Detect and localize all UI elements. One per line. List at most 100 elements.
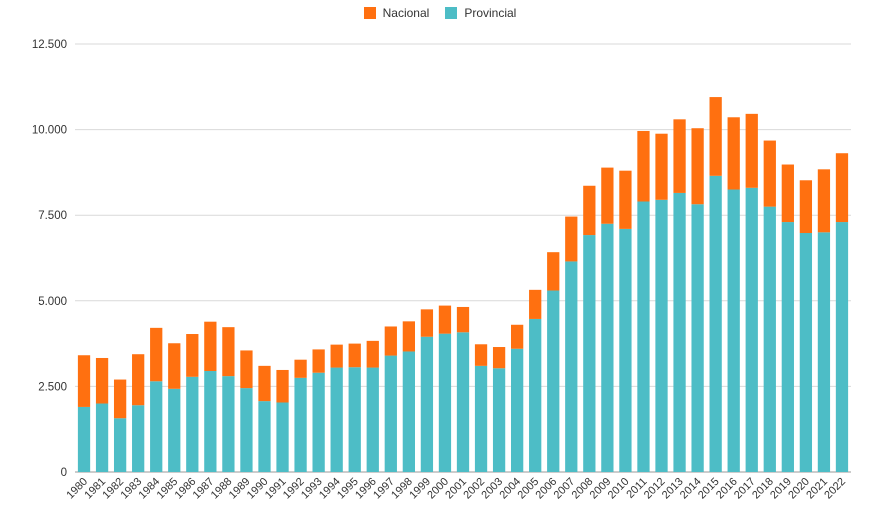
bar-nacional-2020[interactable] <box>799 180 813 234</box>
bar-nacional-2000[interactable] <box>438 305 452 334</box>
bar-provincial-1990[interactable] <box>258 401 271 472</box>
bar-nacional-2008[interactable] <box>583 185 596 236</box>
bar-nacional-1999[interactable] <box>420 309 434 337</box>
bar-provincial-1986[interactable] <box>186 376 199 472</box>
bar-provincial-2007[interactable] <box>565 261 578 472</box>
bar-provincial-1982[interactable] <box>113 418 127 472</box>
bar-nacional-1985[interactable] <box>168 343 181 389</box>
bar-provincial-1995[interactable] <box>348 367 361 472</box>
bar-nacional-2015[interactable] <box>709 97 722 176</box>
bar-nacional-1991[interactable] <box>276 369 289 403</box>
bar-nacional-2019[interactable] <box>781 164 794 223</box>
y-tick-label: 2.500 <box>38 381 67 393</box>
bar-nacional-1982[interactable] <box>113 379 127 419</box>
legend-swatch-provincial <box>445 7 458 19</box>
bar-provincial-1984[interactable] <box>150 381 163 472</box>
legend-label-provincial: Provincial <box>464 6 517 20</box>
bar-provincial-1996[interactable] <box>366 367 379 472</box>
bar-provincial-1999[interactable] <box>420 336 434 472</box>
bar-nacional-2004[interactable] <box>511 324 524 349</box>
bar-provincial-2012[interactable] <box>655 199 668 473</box>
bar-provincial-2014[interactable] <box>691 204 704 472</box>
bar-nacional-1980[interactable] <box>77 355 91 407</box>
bar-nacional-2010[interactable] <box>619 170 632 229</box>
bar-nacional-1998[interactable] <box>402 321 415 352</box>
bar-nacional-2007[interactable] <box>565 216 578 262</box>
bar-provincial-2008[interactable] <box>583 235 596 472</box>
bar-provincial-2009[interactable] <box>601 223 614 472</box>
bar-nacional-2003[interactable] <box>492 347 506 369</box>
bar-provincial-2005[interactable] <box>529 318 542 472</box>
bar-nacional-2017[interactable] <box>745 113 758 188</box>
bar-provincial-1983[interactable] <box>132 405 145 472</box>
bar-nacional-2018[interactable] <box>763 140 776 207</box>
bar-provincial-1998[interactable] <box>402 351 415 472</box>
bar-nacional-1984[interactable] <box>150 327 163 382</box>
legend-item-provincial[interactable]: Provincial <box>445 6 516 20</box>
bar-nacional-2021[interactable] <box>817 169 831 233</box>
bar-nacional-1983[interactable] <box>132 354 145 406</box>
bar-provincial-1987[interactable] <box>204 370 217 472</box>
bar-provincial-2004[interactable] <box>511 348 524 472</box>
bar-provincial-2010[interactable] <box>619 228 632 472</box>
bar-nacional-1989[interactable] <box>240 350 253 389</box>
bar-provincial-1993[interactable] <box>312 372 325 472</box>
bar-provincial-2013[interactable] <box>673 192 686 472</box>
bar-provincial-1980[interactable] <box>77 406 91 472</box>
y-tick-label: 7.500 <box>38 210 67 222</box>
bar-nacional-1981[interactable] <box>95 357 109 404</box>
bar-nacional-1987[interactable] <box>204 321 217 371</box>
y-tick-label: 12.500 <box>32 39 67 51</box>
bar-nacional-1994[interactable] <box>330 344 343 368</box>
bar-provincial-2022[interactable] <box>835 222 849 472</box>
bar-nacional-2001[interactable] <box>456 306 470 333</box>
legend-item-nacional[interactable]: Nacional <box>363 6 430 20</box>
bar-nacional-1990[interactable] <box>258 365 271 402</box>
bar-provincial-2000[interactable] <box>438 333 452 472</box>
bar-nacional-1996[interactable] <box>366 340 379 368</box>
legend: Nacional Provincial <box>0 6 880 20</box>
bar-provincial-2019[interactable] <box>781 222 794 472</box>
bar-nacional-2012[interactable] <box>655 133 668 200</box>
bar-provincial-1985[interactable] <box>168 388 181 472</box>
bar-provincial-2021[interactable] <box>817 232 831 472</box>
bar-nacional-1988[interactable] <box>222 327 235 377</box>
bar-provincial-2017[interactable] <box>745 187 758 473</box>
bar-provincial-1994[interactable] <box>330 367 343 472</box>
bar-nacional-2011[interactable] <box>637 130 650 202</box>
bar-provincial-1992[interactable] <box>294 377 307 472</box>
bar-nacional-2006[interactable] <box>547 252 560 291</box>
legend-label-nacional: Nacional <box>382 6 430 20</box>
bar-provincial-1988[interactable] <box>222 376 235 472</box>
bar-provincial-2006[interactable] <box>547 290 560 472</box>
bar-provincial-1989[interactable] <box>240 388 253 472</box>
bar-provincial-2003[interactable] <box>492 368 506 472</box>
bar-provincial-2001[interactable] <box>456 332 470 472</box>
bar-provincial-1981[interactable] <box>95 403 109 472</box>
bar-nacional-2005[interactable] <box>529 289 542 319</box>
bar-nacional-1997[interactable] <box>384 326 397 356</box>
bar-provincial-1991[interactable] <box>276 402 289 472</box>
y-tick-label: 10.000 <box>32 125 67 137</box>
bar-nacional-2022[interactable] <box>835 153 849 223</box>
bar-provincial-2020[interactable] <box>799 233 813 472</box>
bar-nacional-1986[interactable] <box>186 334 199 377</box>
bar-nacional-1992[interactable] <box>294 359 307 378</box>
bar-nacional-1995[interactable] <box>348 343 361 368</box>
bar-provincial-2018[interactable] <box>763 206 776 472</box>
legend-swatch-nacional <box>363 7 376 19</box>
bar-nacional-2009[interactable] <box>601 167 614 224</box>
bar-provincial-2016[interactable] <box>727 189 740 472</box>
bar-nacional-2013[interactable] <box>673 119 686 193</box>
y-tick-label: 0 <box>61 467 67 479</box>
bar-nacional-2016[interactable] <box>727 117 740 190</box>
bar-nacional-2002[interactable] <box>474 344 488 366</box>
bar-nacional-2014[interactable] <box>691 128 704 205</box>
x-tick-label-2022: 2022 <box>822 476 848 502</box>
bar-provincial-2015[interactable] <box>709 175 722 472</box>
bar-provincial-2002[interactable] <box>474 365 488 472</box>
bar-provincial-1997[interactable] <box>384 355 397 472</box>
bar-nacional-1993[interactable] <box>312 349 325 373</box>
bar-provincial-2011[interactable] <box>637 201 650 472</box>
